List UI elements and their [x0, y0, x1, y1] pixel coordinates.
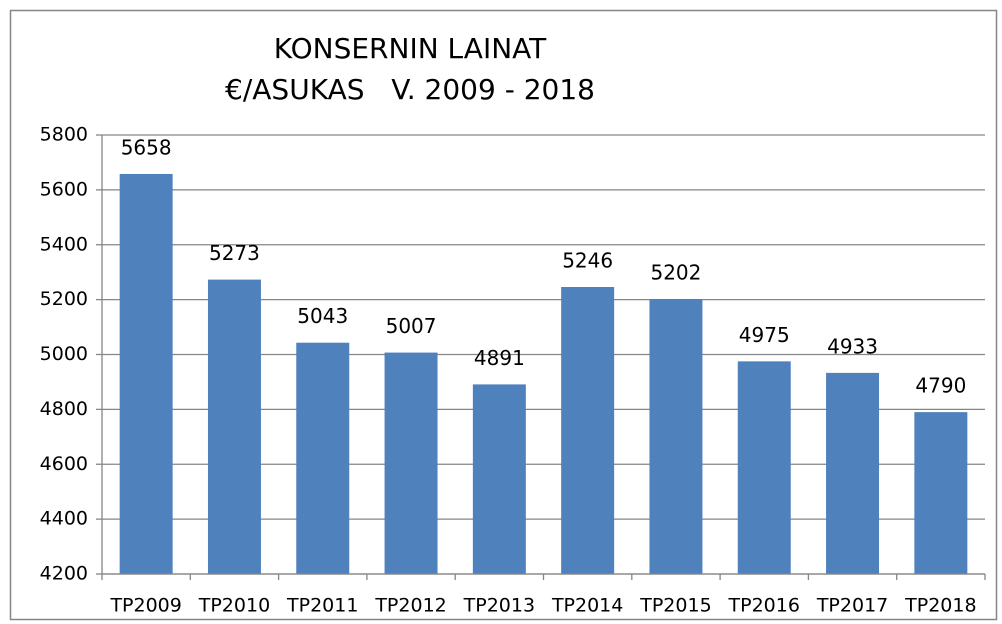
bar	[826, 372, 880, 574]
value-label: 4933	[827, 334, 878, 358]
value-label: 4975	[739, 323, 790, 347]
value-label: 5202	[650, 261, 701, 285]
y-tick-label: 4800	[40, 398, 88, 420]
x-tick-label: TP2017	[816, 595, 888, 617]
bar	[207, 279, 261, 574]
bar	[119, 173, 173, 574]
y-tick-label: 5800	[40, 124, 88, 146]
bar	[561, 287, 615, 574]
x-tick-label: TP2014	[551, 595, 623, 617]
bar	[914, 412, 968, 574]
bar	[384, 352, 438, 574]
x-tick-label: TP2015	[639, 595, 711, 617]
value-label: 5007	[386, 314, 437, 338]
x-tick-label: TP2018	[904, 595, 976, 617]
value-label: 5246	[562, 249, 613, 273]
value-label: 4891	[474, 346, 525, 370]
chart-title: €/ASUKAS V. 2009 - 2018	[225, 73, 595, 106]
y-tick-label: 5000	[40, 343, 88, 365]
value-label: 4790	[915, 374, 966, 398]
x-tick-label: TP2012	[374, 595, 446, 617]
bar	[296, 342, 350, 574]
x-tick-label: TP2016	[728, 595, 800, 617]
value-label: 5658	[121, 135, 172, 159]
y-tick-label: 5200	[40, 288, 88, 310]
x-tick-label: TP2009	[109, 595, 181, 617]
y-tick-label: 4400	[40, 508, 88, 530]
bar	[737, 361, 791, 574]
x-tick-label: TP2011	[286, 595, 358, 617]
value-label: 5043	[297, 304, 348, 328]
y-tick-label: 4200	[40, 563, 88, 585]
bar	[649, 299, 703, 574]
y-tick-label: 4600	[40, 453, 88, 475]
y-tick-label: 5400	[40, 233, 88, 255]
x-tick-label: TP2013	[463, 595, 535, 617]
bar	[472, 384, 526, 574]
value-label: 5273	[209, 241, 260, 265]
y-tick-label: 5600	[40, 178, 88, 200]
x-tick-label: TP2010	[198, 595, 270, 617]
chart-title: KONSERNIN LAINAT	[274, 32, 547, 65]
